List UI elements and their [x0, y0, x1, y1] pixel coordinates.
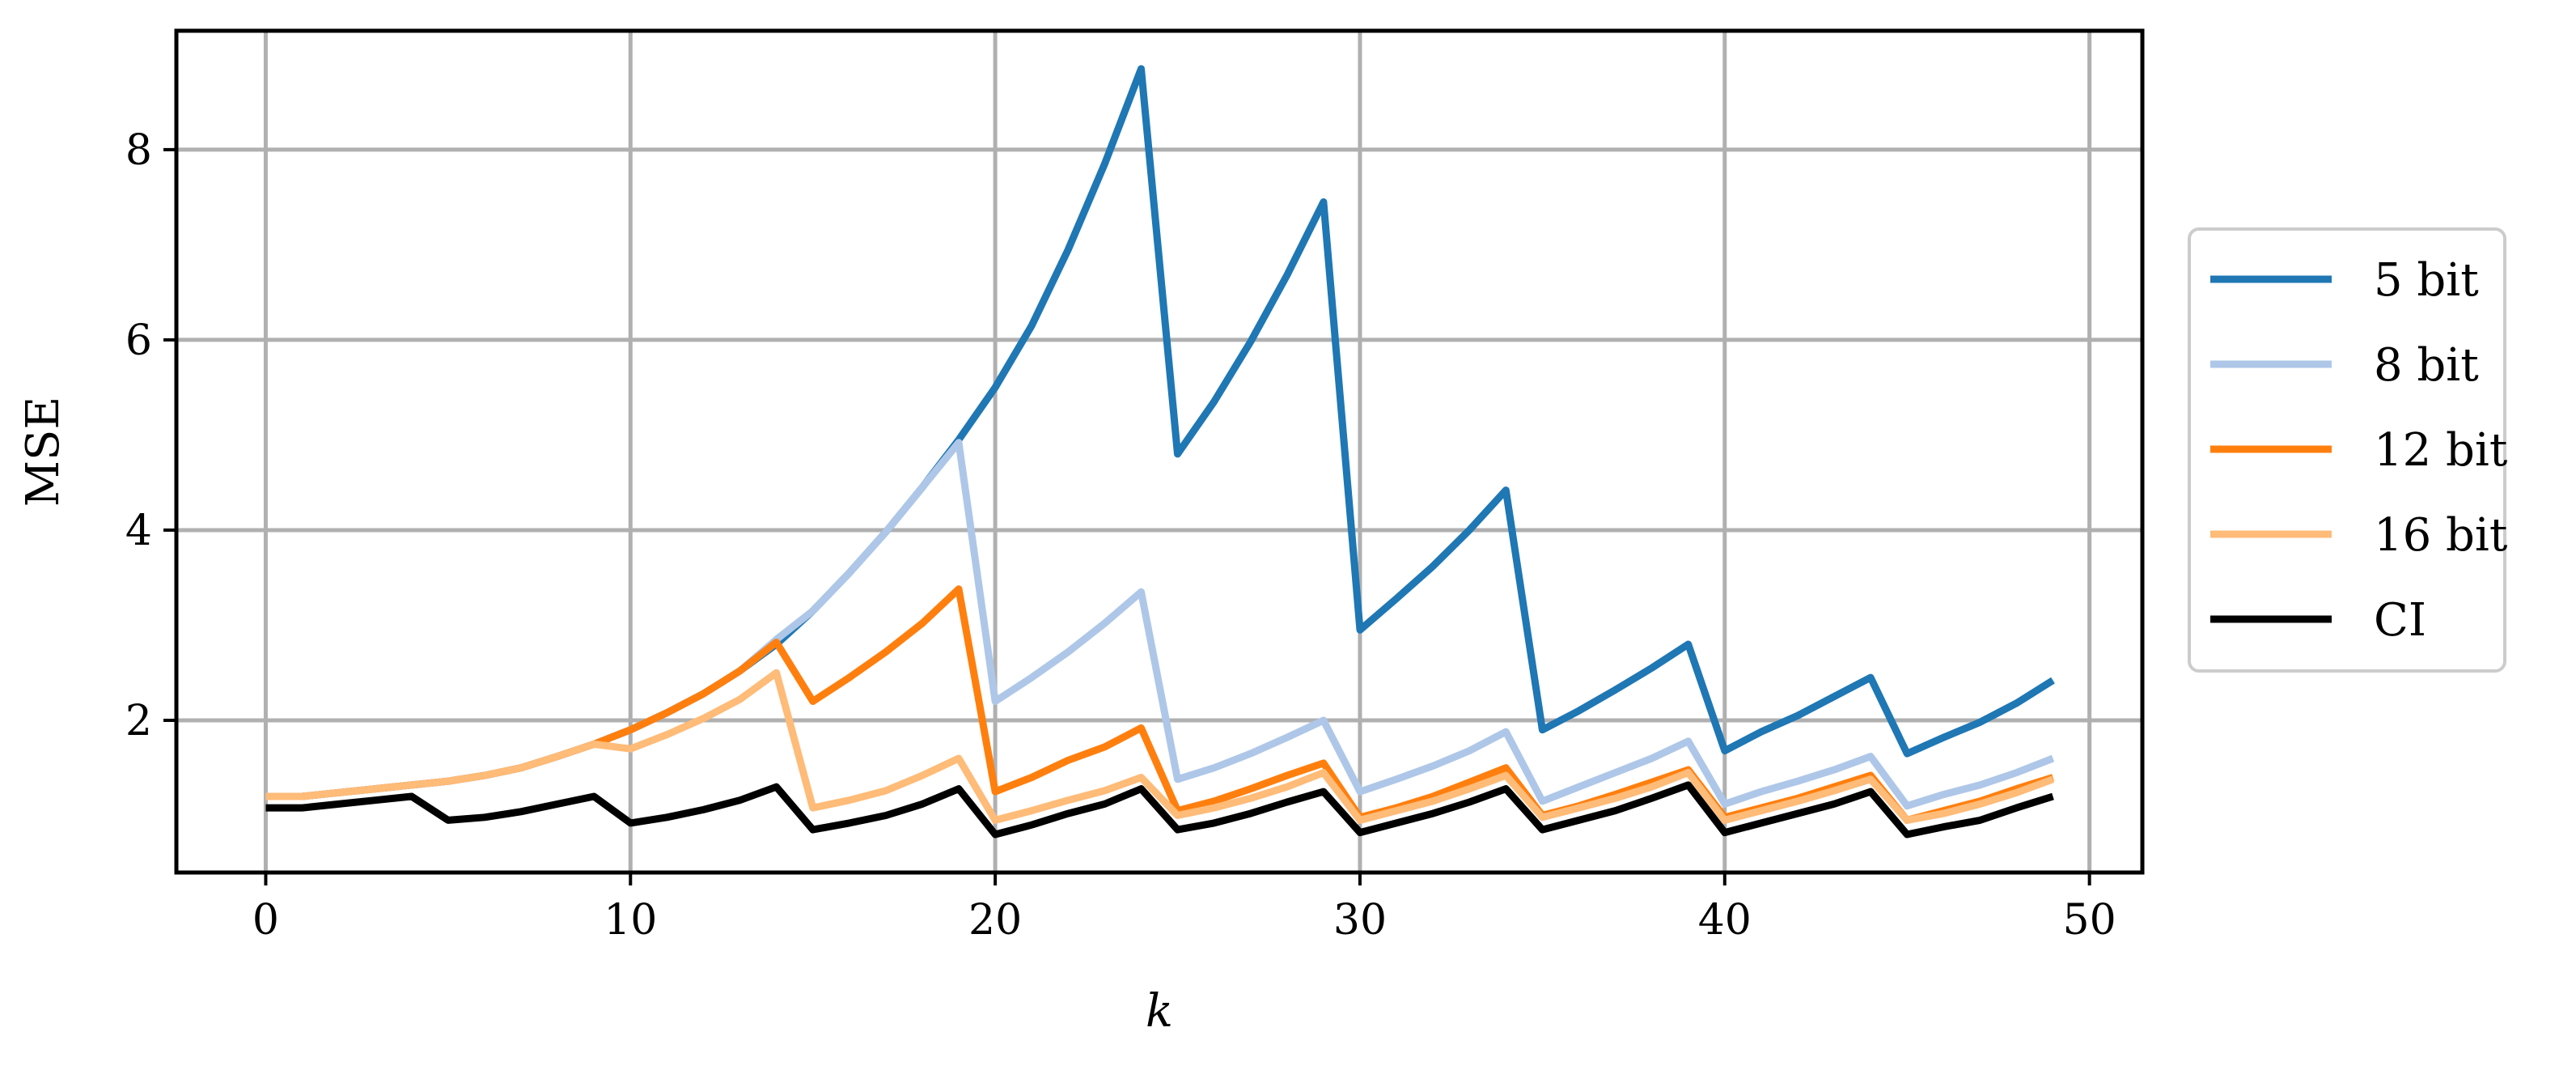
y-tick-label: 6: [125, 316, 152, 365]
y-tick-label: 8: [125, 126, 152, 175]
series-line-16-bit: [265, 669, 2055, 824]
x-tick-label: 20: [968, 896, 1022, 945]
legend-entry: CI: [2210, 594, 2426, 647]
legend-entry: 8 bit: [2210, 339, 2479, 392]
legend-entries: 5 bit 8 bit 12 bit 16 bit CI: [2210, 254, 2508, 647]
x-tick-label: 50: [2063, 896, 2116, 945]
series-line-ci: [265, 781, 2054, 839]
legend-entry: 12 bit: [2210, 424, 2508, 477]
x-tick-label: 30: [1333, 896, 1387, 945]
legend-label: 5 bit: [2374, 254, 2479, 307]
x-axis-label: k: [1146, 985, 1173, 1038]
legend-label: 8 bit: [2374, 339, 2479, 392]
legend-entry: 16 bit: [2210, 509, 2508, 562]
x-tick-label: 0: [252, 896, 279, 945]
x-tick-label: 10: [604, 896, 657, 945]
y-tick-label: 4: [125, 507, 152, 555]
legend-entry: 5 bit: [2210, 254, 2479, 307]
legend: 5 bit 8 bit 12 bit 16 bit CI: [2188, 227, 2508, 673]
series-lines: [265, 65, 2055, 839]
legend-box: [2188, 227, 2506, 673]
y-axis-label: MSE: [17, 397, 70, 507]
y-axis-ticks: 2 4 6 8: [125, 126, 176, 745]
y-tick-label: 2: [125, 697, 152, 745]
plot-frame: [174, 28, 2145, 875]
legend-label: 16 bit: [2374, 509, 2508, 562]
legend-label: 12 bit: [2374, 424, 2508, 477]
x-tick-label: 40: [1698, 896, 1752, 945]
grid: [176, 31, 2142, 873]
legend-label: CI: [2374, 594, 2426, 647]
x-axis-ticks: 0 10 20 30 40 50: [252, 873, 2116, 945]
